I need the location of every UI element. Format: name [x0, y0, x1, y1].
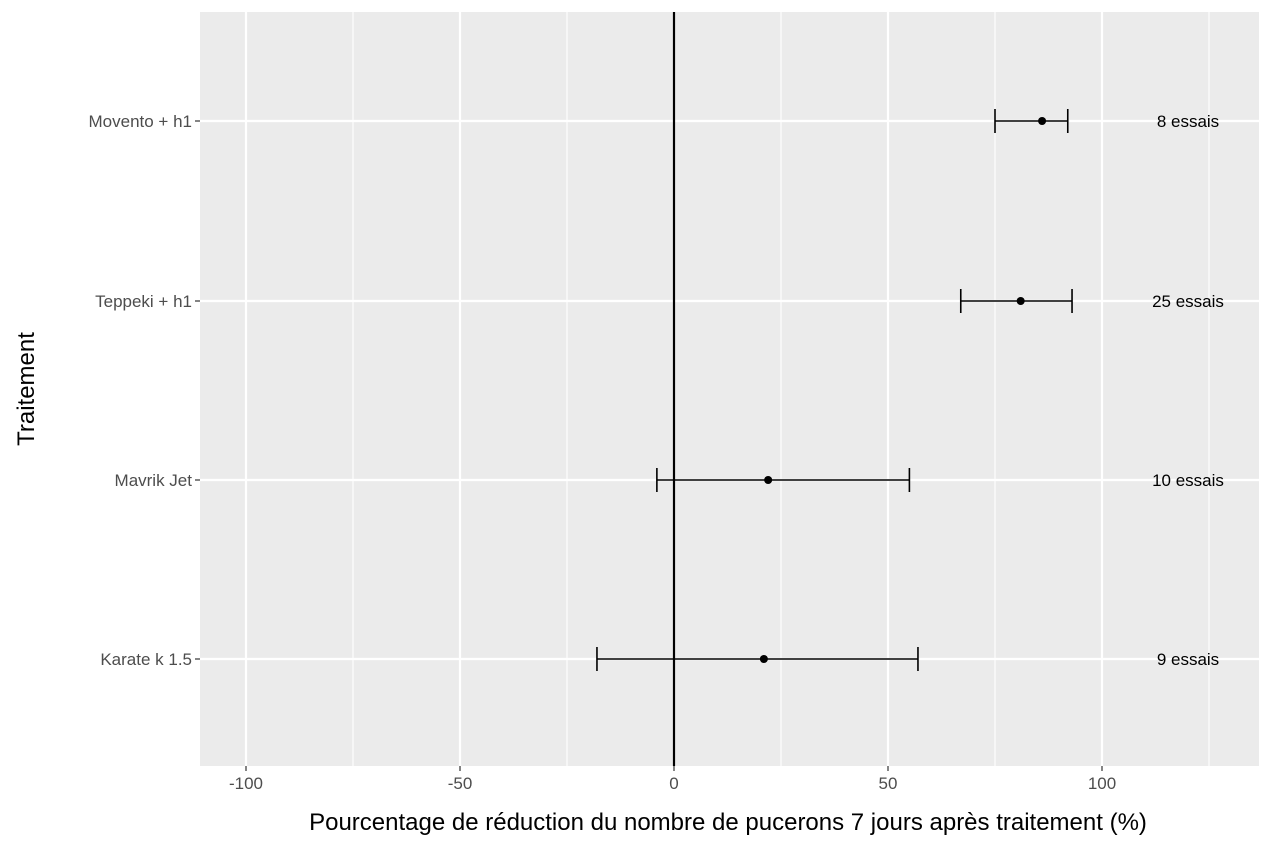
estimate-point [1016, 297, 1025, 305]
plot-panel [200, 12, 1259, 766]
error-bar [994, 109, 1069, 133]
x-tick-label: 50 [879, 774, 898, 793]
y-tick-label: Movento + h1 [89, 112, 193, 131]
trial-count-label: 25 essais [1152, 292, 1224, 311]
error-bars [596, 109, 1073, 671]
error-bar [596, 647, 919, 671]
x-tick-label: -50 [448, 774, 473, 793]
minor-gridlines [352, 12, 1210, 766]
y-tick-label: Mavrik Jet [115, 471, 193, 490]
trial-count-label: 9 essais [1157, 650, 1219, 669]
y-tick-label: Karate k 1.5 [100, 650, 192, 669]
trial-count-label: 10 essais [1152, 471, 1224, 490]
estimate-point [759, 655, 768, 663]
x-axis: -100 -50 0 50 100 [229, 766, 1116, 793]
x-axis-title: Pourcentage de réduction du nombre de pu… [309, 809, 1147, 836]
x-tick-label: 100 [1088, 774, 1116, 793]
error-bar [656, 468, 911, 492]
estimate-point [764, 476, 773, 484]
error-bar [959, 289, 1073, 313]
trial-count-label: 8 essais [1157, 112, 1219, 131]
y-axis-title: Traitement [13, 332, 40, 446]
x-tick-label: 0 [669, 774, 678, 793]
estimate-points [759, 117, 1047, 663]
x-tick-label: -100 [229, 774, 263, 793]
y-tick-label: Teppeki + h1 [95, 292, 192, 311]
estimate-point [1038, 117, 1047, 125]
y-axis: Movento + h1 Teppeki + h1 Mavrik Jet Karate… [89, 112, 200, 669]
trial-count-annotations: 8 essais 25 essais 10 essais 9 essais [1152, 112, 1224, 669]
